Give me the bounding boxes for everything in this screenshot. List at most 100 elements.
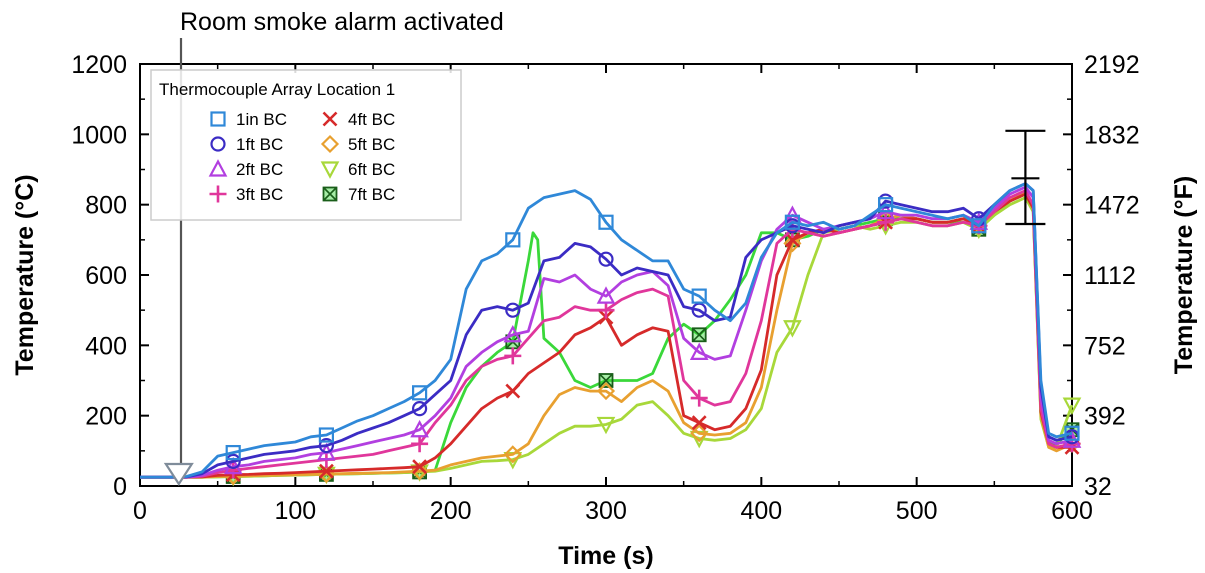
marker-cross — [598, 373, 614, 388]
data-point — [1062, 397, 1082, 415]
data-point — [691, 415, 707, 431]
y-tick-label: 400 — [85, 332, 127, 360]
legend-marker — [320, 134, 340, 154]
data-point — [1064, 425, 1080, 441]
marker-cross — [692, 327, 707, 342]
data-point — [412, 459, 428, 475]
series-line — [140, 196, 1074, 479]
data-point — [971, 218, 987, 234]
data-point — [784, 232, 800, 248]
series-line — [140, 192, 1073, 479]
data-point — [318, 463, 334, 479]
data-point — [503, 445, 522, 464]
y-tick-label: 800 — [85, 192, 127, 220]
series-layer — [140, 182, 1082, 487]
series-6ft-bc — [140, 196, 1082, 487]
data-point — [690, 424, 709, 443]
data-point — [877, 213, 895, 231]
series-1in-bc — [140, 182, 1080, 479]
marker-cross — [322, 186, 338, 202]
x-tick-label: 600 — [1051, 497, 1093, 525]
series-3ft-bc — [140, 189, 1081, 479]
data-point — [598, 214, 614, 230]
x-tick-label: 100 — [274, 497, 316, 525]
data-point — [412, 401, 428, 417]
data-point — [596, 416, 616, 435]
y2-tick-label: 2192 — [1084, 51, 1140, 79]
data-point — [411, 435, 429, 453]
data-point — [412, 385, 428, 401]
data-point — [691, 288, 707, 304]
data-point — [504, 347, 522, 365]
x-tick-label: 300 — [585, 497, 627, 525]
legend-label: 3ft BC — [236, 185, 283, 204]
x-tick-label: 200 — [430, 497, 472, 525]
data-point — [505, 383, 521, 399]
series-4ft-bc — [140, 192, 1080, 483]
y-tick-label: 200 — [85, 403, 127, 431]
data-point — [689, 342, 709, 360]
legend-marker — [320, 161, 340, 179]
legend-title: Thermocouple Array Location 1 — [159, 80, 395, 99]
y2-tick-label: 752 — [1084, 332, 1126, 360]
data-point — [505, 232, 521, 248]
series-line — [140, 182, 1073, 479]
data-point — [598, 373, 614, 388]
data-point — [691, 327, 707, 343]
x-tick-label: 400 — [740, 497, 782, 525]
data-point — [318, 437, 334, 454]
series-7ft-bc — [140, 192, 1080, 484]
legend-marker — [322, 186, 338, 202]
legend-marker — [210, 111, 226, 127]
legend-marker — [322, 111, 338, 127]
legend: Thermocouple Array Location 1 1in BC 1ft … — [150, 69, 462, 221]
legend-marker — [210, 136, 226, 152]
legend-label: 6ft BC — [348, 160, 395, 179]
data-point — [596, 286, 616, 304]
data-point — [783, 320, 802, 338]
legend-label: 1ft BC — [236, 135, 283, 154]
data-point — [503, 324, 523, 343]
series-2ft-bc — [140, 185, 1082, 479]
y-tick-label: 0 — [113, 473, 127, 501]
legend-label: 4ft BC — [348, 110, 395, 129]
axes: 0 100 200 300 400 500 600 0 200 400 600 800 1000 1200… — [71, 51, 1139, 525]
data-point — [225, 444, 241, 461]
data-point — [505, 302, 521, 318]
data-point — [598, 251, 614, 267]
legend-box — [150, 69, 462, 221]
legend-label: 2ft BC — [236, 160, 283, 179]
data-point — [596, 381, 616, 401]
y2-tick-label: 392 — [1084, 403, 1126, 431]
error-bar — [1005, 129, 1046, 226]
data-point — [877, 197, 894, 213]
data-point — [410, 419, 429, 438]
legend-marker — [209, 185, 227, 203]
y2-tick-label: 1832 — [1084, 121, 1140, 149]
data-point — [783, 234, 802, 253]
x-axis-title: Time (s) — [558, 542, 653, 570]
series-line — [140, 189, 1073, 479]
legend-label: 5ft BC — [348, 135, 395, 154]
y-tick-label: 600 — [85, 262, 127, 290]
data-point — [225, 453, 241, 469]
y2-tick-label: 1472 — [1084, 192, 1140, 220]
legend-label: 7ft BC — [348, 185, 395, 204]
series-line — [140, 192, 1072, 479]
y-tick-label: 1000 — [71, 121, 127, 149]
y-tick-label: 1200 — [71, 51, 127, 79]
x-tick-label: 500 — [896, 497, 938, 525]
series-5ft-bc — [140, 189, 1082, 486]
annotation-marker — [163, 462, 194, 487]
data-point — [784, 214, 801, 230]
legend-marker — [208, 159, 228, 177]
annotation-text: Room smoke alarm activated — [180, 8, 504, 36]
y-axis-title: Temperature (°C) — [11, 174, 39, 375]
data-point — [690, 389, 708, 407]
data-point — [410, 462, 429, 481]
y2-axis-title: Temperature (°F) — [1170, 176, 1198, 374]
series-line — [140, 182, 1073, 479]
legend-label: 1in BC — [236, 110, 287, 129]
data-point — [318, 427, 334, 443]
